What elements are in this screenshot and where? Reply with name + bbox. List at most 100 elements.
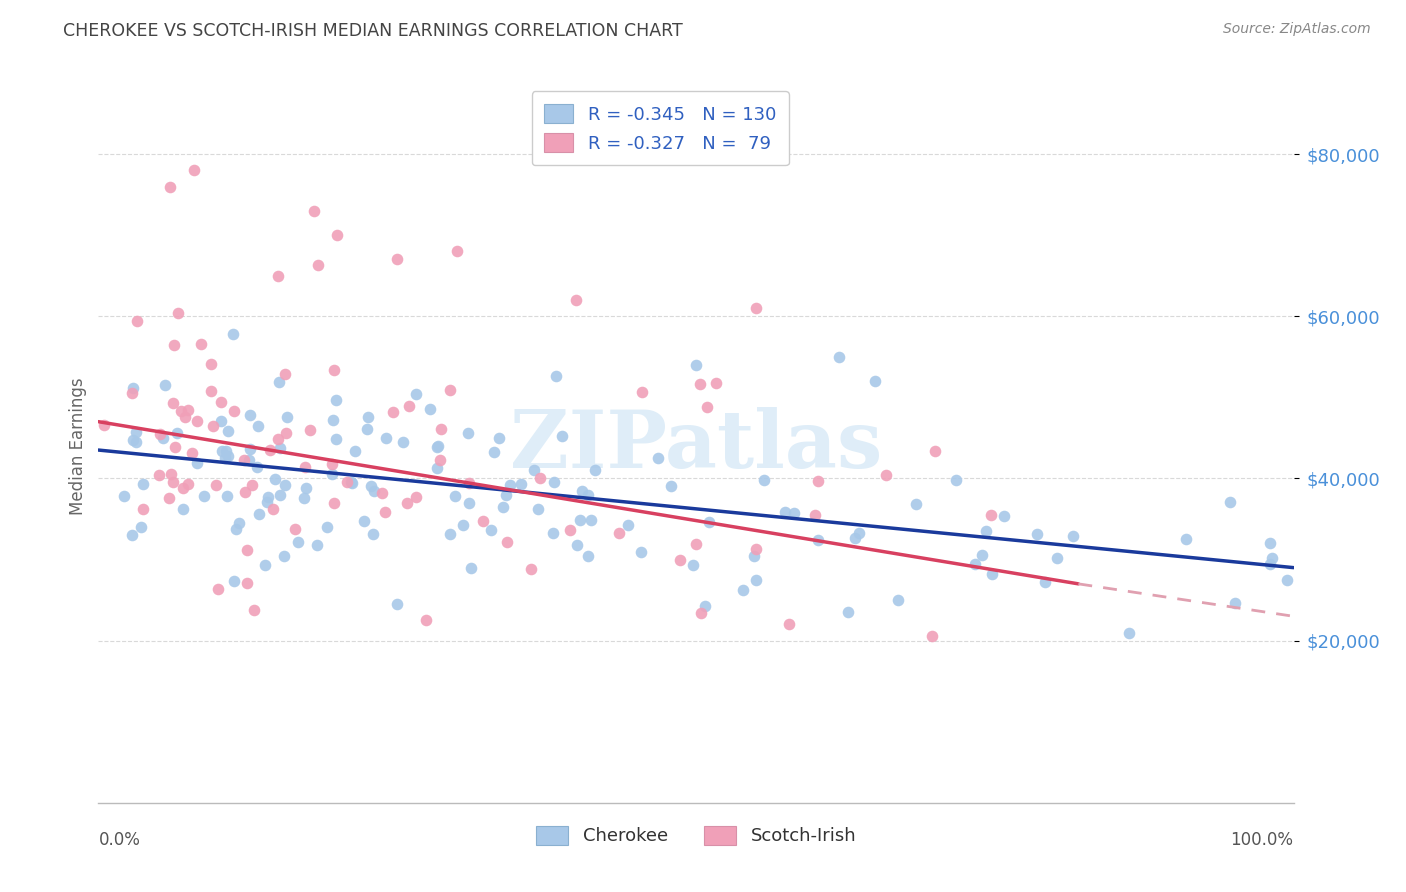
- Point: [274, 367, 297, 381]
- Point: [848, 526, 870, 541]
- Point: [696, 400, 718, 414]
- Point: [239, 408, 262, 422]
- Point: [181, 445, 204, 459]
- Point: [451, 518, 474, 533]
- Point: [172, 481, 194, 495]
- Point: [233, 485, 256, 500]
- Point: [202, 419, 225, 434]
- Point: [980, 566, 1002, 581]
- Point: [125, 425, 148, 439]
- Point: [325, 392, 347, 407]
- Point: [157, 491, 180, 505]
- Point: [499, 478, 522, 492]
- Point: [510, 477, 533, 491]
- Point: [162, 396, 184, 410]
- Point: [321, 467, 343, 481]
- Point: [163, 440, 186, 454]
- Point: [321, 457, 343, 471]
- Point: [844, 531, 866, 545]
- Point: [155, 378, 177, 392]
- Point: [496, 534, 519, 549]
- Point: [273, 549, 295, 563]
- Point: [1219, 494, 1241, 508]
- Point: [974, 524, 997, 538]
- Point: [207, 582, 229, 596]
- Point: [166, 425, 188, 440]
- Point: [567, 538, 589, 552]
- Point: [356, 421, 378, 435]
- Point: [264, 472, 287, 486]
- Text: CHEROKEE VS SCOTCH-IRISH MEDIAN EARNINGS CORRELATION CHART: CHEROKEE VS SCOTCH-IRISH MEDIAN EARNINGS…: [63, 22, 683, 40]
- Point: [228, 516, 250, 530]
- Point: [429, 453, 451, 467]
- Point: [472, 514, 495, 528]
- Point: [247, 508, 270, 522]
- Point: [148, 468, 170, 483]
- Point: [426, 460, 449, 475]
- Point: [340, 475, 363, 489]
- Point: [257, 490, 280, 504]
- Text: 100.0%: 100.0%: [1230, 831, 1294, 849]
- Point: [924, 444, 946, 458]
- Point: [240, 478, 263, 492]
- Point: [558, 524, 581, 538]
- Point: [222, 327, 245, 342]
- Point: [269, 488, 291, 502]
- Point: [363, 483, 385, 498]
- Point: [430, 422, 453, 436]
- Point: [325, 433, 347, 447]
- Point: [186, 456, 208, 470]
- Point: [205, 478, 228, 492]
- Point: [131, 501, 153, 516]
- Point: [246, 419, 269, 434]
- Legend: Cherokee, Scotch-Irish: Cherokee, Scotch-Irish: [527, 816, 865, 855]
- Point: [695, 599, 717, 613]
- Point: [149, 426, 172, 441]
- Point: [1062, 529, 1084, 543]
- Point: [322, 496, 344, 510]
- Point: [415, 613, 437, 627]
- Point: [374, 505, 396, 519]
- Point: [807, 475, 830, 489]
- Point: [1025, 527, 1047, 541]
- Point: [186, 415, 208, 429]
- Point: [828, 350, 851, 364]
- Point: [262, 502, 284, 516]
- Point: [222, 574, 245, 588]
- Point: [458, 476, 481, 491]
- Point: [190, 337, 212, 351]
- Point: [167, 306, 190, 320]
- Point: [121, 528, 143, 542]
- Y-axis label: Median Earnings: Median Earnings: [69, 377, 87, 515]
- Point: [405, 387, 427, 401]
- Point: [773, 505, 796, 519]
- Point: [551, 429, 574, 443]
- Point: [1258, 536, 1281, 550]
- Point: [426, 440, 449, 454]
- Point: [1033, 575, 1056, 590]
- Point: [269, 442, 291, 456]
- Point: [745, 573, 768, 587]
- Point: [217, 489, 239, 503]
- Point: [886, 592, 908, 607]
- Point: [697, 516, 720, 530]
- Point: [172, 502, 194, 516]
- Point: [921, 629, 943, 643]
- Point: [659, 479, 682, 493]
- Point: [875, 467, 897, 482]
- Point: [439, 527, 461, 541]
- Point: [242, 602, 264, 616]
- Point: [568, 513, 591, 527]
- Point: [215, 443, 238, 458]
- Point: [543, 475, 565, 489]
- Point: [125, 435, 148, 450]
- Point: [460, 560, 482, 574]
- Point: [387, 597, 409, 611]
- Point: [200, 357, 222, 371]
- Text: 0.0%: 0.0%: [98, 831, 141, 849]
- Point: [405, 491, 427, 505]
- Point: [295, 481, 318, 495]
- Point: [238, 442, 260, 456]
- Point: [287, 535, 309, 549]
- Point: [778, 617, 800, 632]
